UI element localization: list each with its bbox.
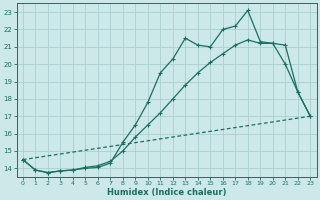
X-axis label: Humidex (Indice chaleur): Humidex (Indice chaleur) xyxy=(107,188,226,197)
